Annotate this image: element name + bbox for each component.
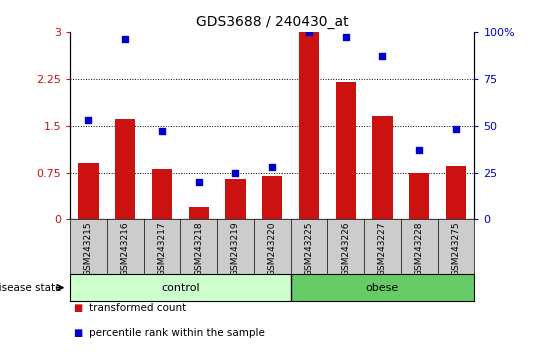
Bar bbox=[189, 207, 209, 219]
Point bbox=[157, 129, 166, 134]
Bar bbox=[372, 116, 392, 219]
Point bbox=[341, 35, 350, 40]
Text: GSM243218: GSM243218 bbox=[194, 221, 203, 276]
Text: GSM243227: GSM243227 bbox=[378, 221, 387, 276]
Point bbox=[452, 127, 460, 132]
Point bbox=[231, 170, 240, 175]
Text: GSM243225: GSM243225 bbox=[305, 221, 314, 276]
Text: GSM243226: GSM243226 bbox=[341, 221, 350, 276]
Bar bbox=[78, 163, 99, 219]
Bar bbox=[152, 170, 172, 219]
Text: transformed count: transformed count bbox=[89, 303, 186, 313]
Bar bbox=[299, 32, 319, 219]
Bar bbox=[409, 172, 429, 219]
Bar bbox=[446, 166, 466, 219]
Text: GSM243228: GSM243228 bbox=[414, 221, 424, 276]
Text: disease state: disease state bbox=[0, 282, 65, 293]
Text: control: control bbox=[161, 282, 199, 293]
Bar bbox=[262, 176, 282, 219]
Bar bbox=[115, 119, 135, 219]
Bar bbox=[291, 274, 474, 301]
Text: GSM243275: GSM243275 bbox=[452, 221, 460, 276]
Text: GSM243215: GSM243215 bbox=[84, 221, 93, 276]
Point bbox=[305, 29, 313, 35]
Bar bbox=[70, 274, 291, 301]
Bar bbox=[336, 82, 356, 219]
Point bbox=[415, 147, 424, 153]
Point bbox=[268, 164, 277, 170]
Text: GSM243220: GSM243220 bbox=[268, 221, 277, 276]
Bar bbox=[225, 179, 246, 219]
Text: ■: ■ bbox=[73, 328, 82, 338]
Text: GSM243217: GSM243217 bbox=[157, 221, 167, 276]
Text: GSM243219: GSM243219 bbox=[231, 221, 240, 276]
Point bbox=[121, 36, 129, 42]
Title: GDS3688 / 240430_at: GDS3688 / 240430_at bbox=[196, 16, 349, 29]
Point bbox=[378, 53, 387, 59]
Text: percentile rank within the sample: percentile rank within the sample bbox=[89, 328, 265, 338]
Text: ■: ■ bbox=[73, 303, 82, 313]
Point bbox=[84, 117, 93, 123]
Point bbox=[195, 179, 203, 185]
Text: obese: obese bbox=[366, 282, 399, 293]
Text: GSM243216: GSM243216 bbox=[121, 221, 130, 276]
